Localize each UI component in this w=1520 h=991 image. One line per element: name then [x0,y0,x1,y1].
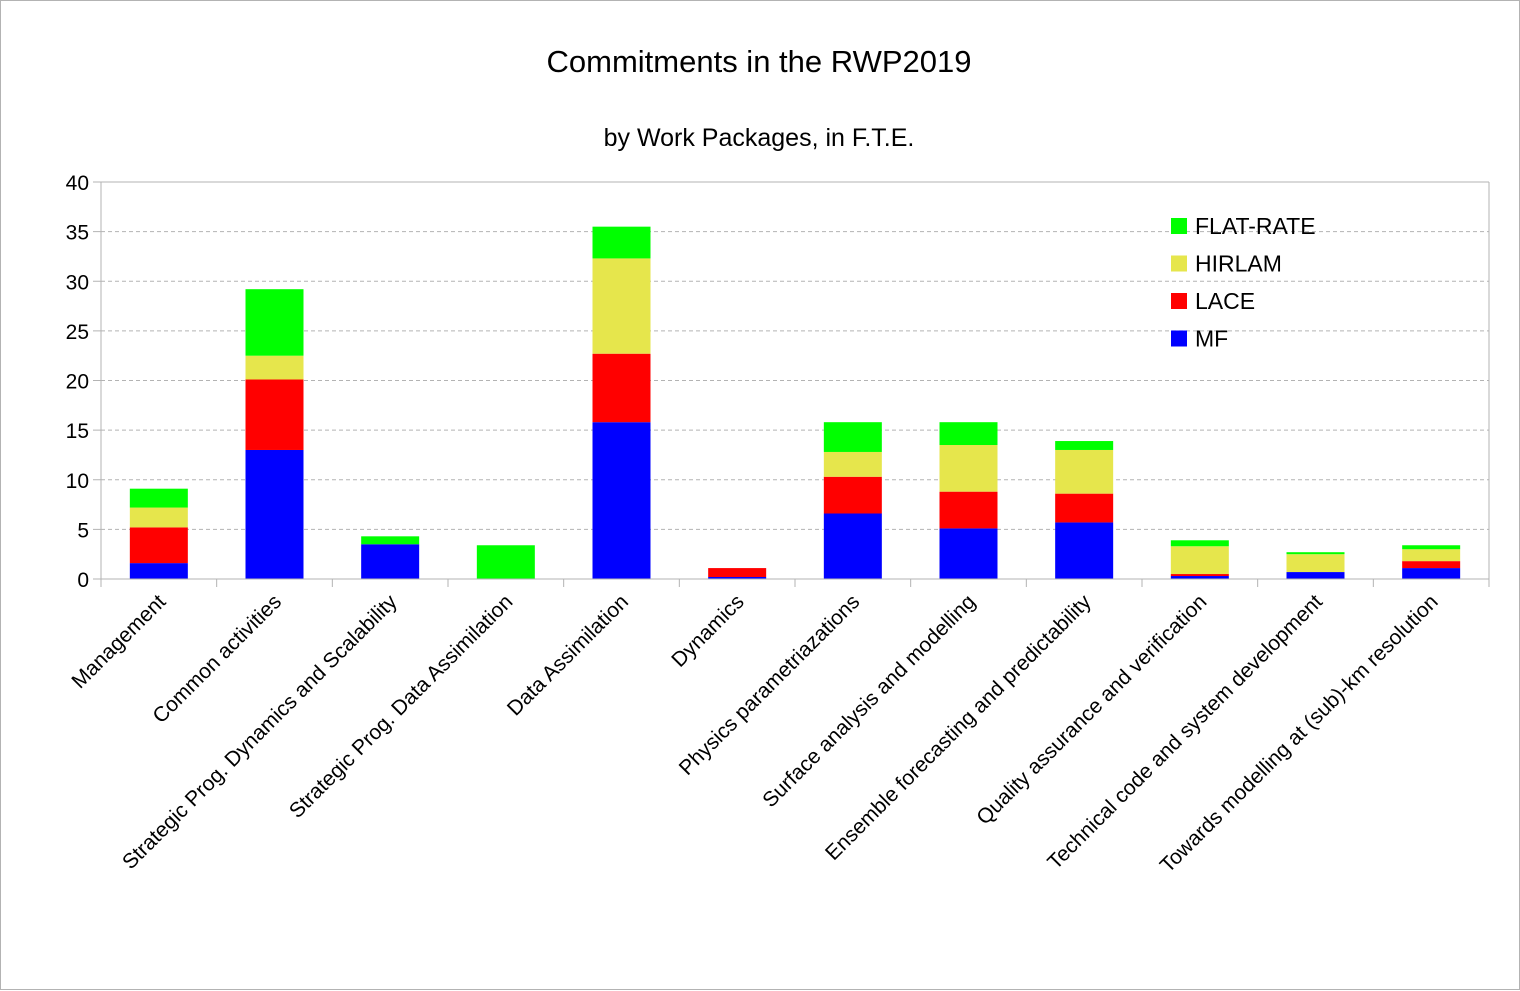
legend-swatch-hirlam [1171,255,1187,272]
bar-segment-flat-rate [823,422,882,452]
legend-swatch-mf [1171,330,1187,347]
x-tick-label: Common activities [148,590,286,728]
bars [129,226,1461,579]
bar-segment-flat-rate [1170,540,1229,547]
y-tick-label: 40 [66,172,89,195]
axes [100,181,1490,587]
x-tick-label: Strategic Prog. Data Assimilation [285,590,518,823]
y-tick-label: 5 [77,519,89,542]
legend-label-lace: LACE [1195,288,1255,314]
chart-subtitle: by Work Packages, in F.T.E. [604,124,915,152]
y-tick-label: 20 [66,371,89,394]
bar-segment-mf [1170,576,1229,579]
bar-segment-mf [1055,522,1114,579]
bar-segment-mf [592,422,651,579]
bar-segment-lace [592,353,651,423]
x-tick-label: Management [67,590,170,693]
bar-segment-lace [823,476,882,514]
bar-segment-flat-rate [245,289,304,356]
bar-segment-lace [245,379,304,450]
x-tick-label: Dynamics [667,590,748,671]
bar-segment-hirlam [129,507,188,528]
y-tick-label: 15 [66,420,89,443]
bar-segment-flat-rate [592,226,651,259]
gridlines [93,181,1489,580]
x-tick-label: Ensemble forecasting and predictability [821,590,1096,865]
legend-swatch-flat-rate [1171,218,1187,234]
y-tick-labels: 0 5 10 15 20 25 30 35 40 [66,172,89,592]
y-tick-label: 30 [66,271,89,294]
bar-segment-mf [245,449,304,579]
bar-segment-lace [129,527,188,564]
bar-segment-mf [1402,568,1461,579]
x-tick-label: Surface analysis and modelling [758,590,980,812]
bar-segment-lace [1055,493,1114,523]
bar-segment-mf [129,563,188,579]
bar-segment-hirlam [1402,549,1461,562]
bar-segment-hirlam [1286,554,1345,573]
bar-segment-flat-rate [939,422,998,446]
bar-segment-lace [708,568,767,578]
legend-label-mf: MF [1195,326,1228,352]
bar-segment-mf [1286,572,1345,579]
bar-segment-hirlam [1055,449,1114,494]
bar-segment-hirlam [939,445,998,492]
bar-segment-flat-rate [1055,441,1114,450]
bar-segment-hirlam [592,258,651,354]
bar-segment-hirlam [1170,546,1229,575]
bar-segment-lace [1402,561,1461,569]
bar-segment-flat-rate [1402,545,1461,550]
y-tick-label: 25 [66,321,89,344]
bar-segment-flat-rate [361,536,420,545]
legend-swatch-lace [1171,293,1187,309]
x-tick-label: Data Assimilation [503,590,633,720]
bar-segment-mf [939,528,998,579]
bar-segment-lace [939,491,998,529]
y-tick-label: 35 [66,222,89,245]
bar-segment-hirlam [245,355,304,380]
bar-segment-hirlam [823,451,882,477]
bar-segment-lace [1170,574,1229,577]
legend-label-hirlam: HIRLAM [1195,251,1282,277]
bar-segment-flat-rate [129,488,188,508]
bar-segment-flat-rate [476,545,535,579]
bar-segment-mf [361,544,420,579]
y-tick-label: 0 [77,569,89,592]
bar-segment-mf [823,513,882,579]
bar-segment-flat-rate [1286,552,1345,555]
bar-segment-mf [708,577,767,579]
legend: FLAT-RATE HIRLAM LACE MF [1171,213,1316,352]
chart-title: Commitments in the RWP2019 [547,44,972,79]
x-tick-label: Quality assurance and verification [972,590,1211,829]
legend-label-flat-rate: FLAT-RATE [1195,213,1316,239]
y-tick-label: 10 [66,470,89,493]
